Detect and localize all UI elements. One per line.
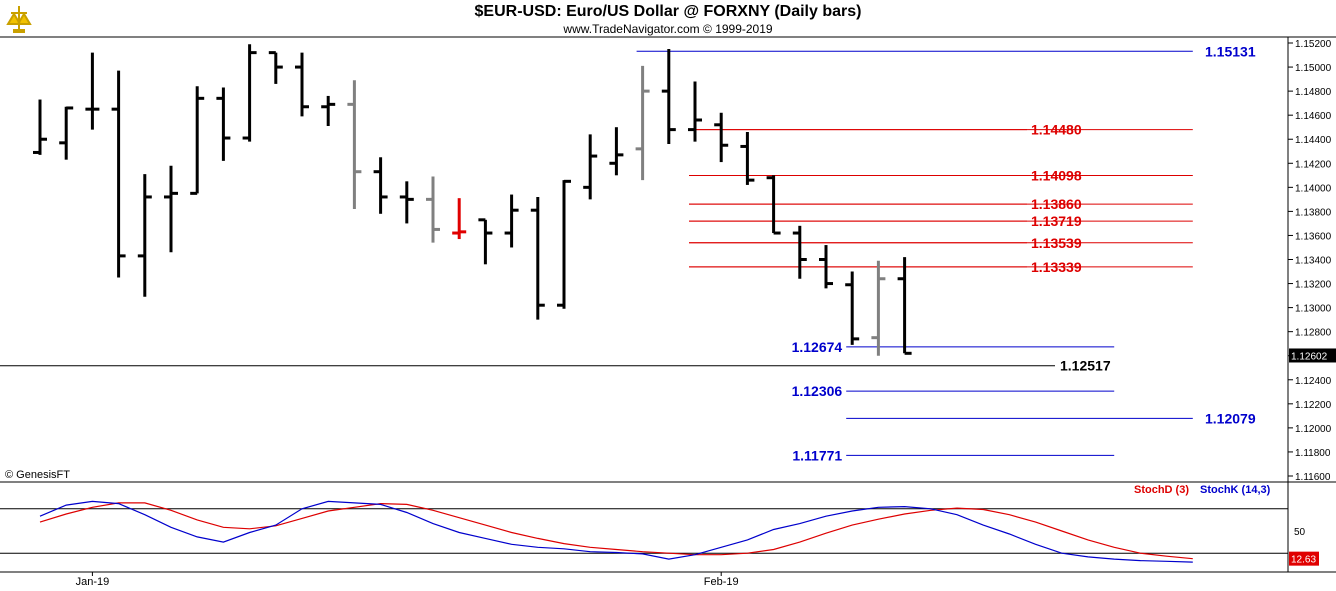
ohlc-bar [609, 127, 624, 176]
level-label: 1.12079 [1205, 410, 1256, 426]
stoch-series-line [39, 500, 1193, 563]
y-tick-label: 1.13600 [1295, 231, 1332, 242]
ohlc-bar [504, 194, 519, 248]
ohlc-bar [792, 225, 807, 279]
x-tick-label: Feb-19 [704, 576, 739, 588]
ohlc-bar [216, 87, 231, 161]
ohlc-bar [530, 196, 545, 320]
level-label: 1.11771 [792, 447, 842, 463]
level-label: 1.14480 [1031, 122, 1082, 138]
ohlc-bar [871, 260, 886, 356]
ohlc-bar [452, 198, 467, 240]
stoch-last-box [1289, 551, 1319, 566]
level-label: 1.12674 [792, 339, 843, 355]
ohlc-bar [321, 95, 336, 126]
ohlc-bar [766, 175, 781, 235]
chart-subtitle: www.TradeNavigator.com © 1999-2019 [563, 22, 773, 36]
y-tick-label: 1.13200 [1295, 280, 1332, 291]
y-tick-label: 1.12200 [1295, 400, 1332, 411]
x-tick-label: Jan-19 [76, 576, 110, 588]
y-tick-label: 1.11600 [1295, 472, 1331, 483]
y-tick-label: 1.15000 [1295, 63, 1332, 74]
ohlc-bar [583, 134, 598, 200]
stoch-tick-label: 50 [1294, 527, 1306, 538]
ohlc-bar [819, 245, 833, 289]
ohlc-bar [33, 99, 47, 155]
y-tick-label: 1.14000 [1295, 183, 1332, 194]
ohlc-bar [85, 52, 100, 130]
ohlc-bar [714, 112, 729, 163]
ohlc-bar [426, 176, 440, 243]
level-label: 1.12306 [792, 383, 843, 399]
y-tick-label: 1.13400 [1295, 256, 1332, 267]
ohlc-bar [661, 49, 676, 145]
y-tick-label: 1.13000 [1295, 304, 1332, 315]
y-tick-label: 1.14800 [1295, 87, 1332, 98]
ohlc-bar [478, 218, 493, 265]
price-panel: 1.15200 1.15000 1.14800 1.14600 1.14400 1.142… [0, 36, 1336, 572]
ohlc-bar [347, 80, 362, 209]
ohlc-bar [557, 179, 571, 309]
ohlc-bar [295, 52, 309, 117]
y-tick-label: 1.13800 [1295, 207, 1332, 218]
chart-title: $EUR-USD: Euro/US Dollar @ FORXNY (Daily… [474, 3, 862, 20]
ohlc-bar [164, 165, 178, 253]
trader-logo-icon [3, 3, 35, 35]
y-tick-label: 1.12000 [1295, 424, 1332, 435]
level-label: 1.13539 [1031, 235, 1082, 251]
ohlc-bar [111, 70, 126, 278]
legend-stochk: StochK (14,3) [1200, 484, 1271, 496]
level-label: 1.13339 [1031, 259, 1082, 275]
y-tick-label: 1.14400 [1295, 135, 1332, 146]
last-price-box [1289, 348, 1336, 363]
last-price-label: 1.12602 [1291, 351, 1328, 362]
y-tick-label: 1.12400 [1295, 376, 1332, 387]
level-label: 1.14098 [1031, 168, 1082, 184]
stoch-last-label: 12.63 [1291, 555, 1316, 566]
y-tick-label: 1.14600 [1295, 111, 1332, 122]
stoch-series-line [39, 502, 1193, 560]
stochastic-panel: 50 StochD (3) StochK (14,3) 12.63 Jan-19 Feb-… [0, 484, 1336, 588]
y-tick-label: 1.12800 [1295, 328, 1332, 339]
ohlc-bar [137, 174, 152, 297]
watermark-text: © GenesisFT [5, 469, 70, 481]
level-label: 1.13719 [1031, 213, 1082, 229]
ohlc-bar [190, 86, 205, 195]
ohlc-bar [688, 81, 702, 142]
ohlc-bar [268, 51, 283, 84]
level-label: 1.15131 [1205, 43, 1256, 59]
ohlc-bar [399, 181, 414, 224]
ohlc-bar [59, 106, 74, 160]
y-tick-label: 1.15200 [1295, 39, 1332, 50]
level-label: 1.13860 [1031, 196, 1082, 212]
ohlc-bar [373, 157, 388, 214]
support-line-label: 1.12517 [1060, 358, 1111, 374]
y-tick-label: 1.14200 [1295, 159, 1332, 170]
legend-stochd: StochD (3) [1134, 484, 1189, 496]
ohlc-bar [845, 271, 860, 345]
ohlc-bar [897, 257, 912, 355]
ohlc-bar [740, 132, 755, 185]
chart-header: $EUR-USD: Euro/US Dollar @ FORXNY (Daily… [0, 0, 1336, 37]
y-tick-label: 1.11800 [1295, 448, 1331, 459]
ohlc-bar [635, 65, 650, 181]
ohlc-bar [242, 44, 257, 142]
